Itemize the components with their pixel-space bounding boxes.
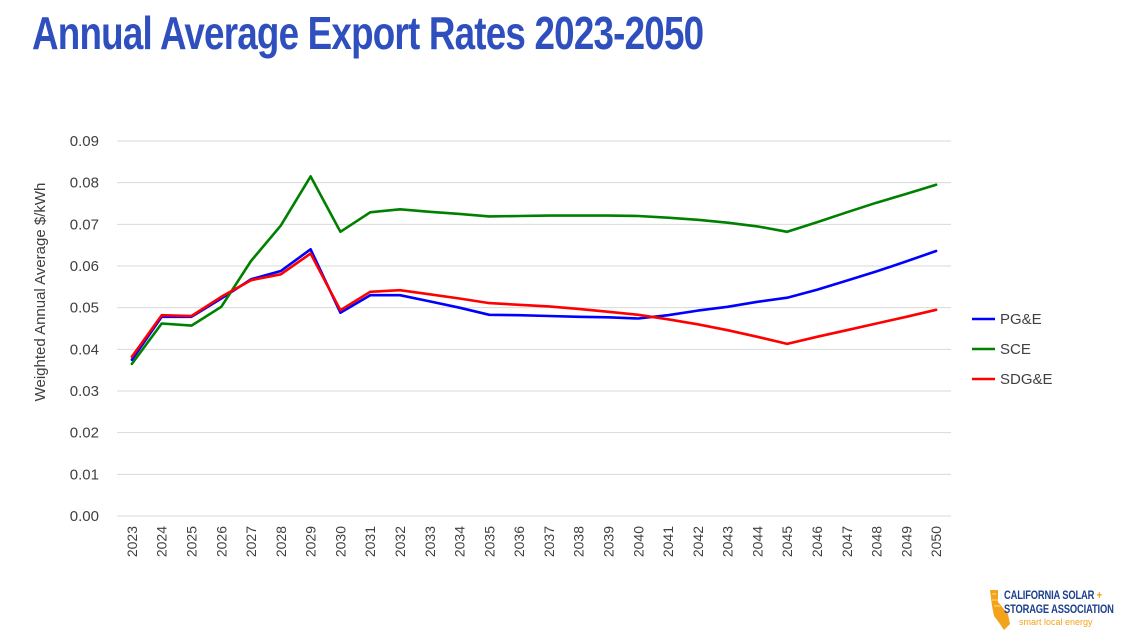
- x-tick-label: 2032: [392, 526, 408, 557]
- x-axis-tick-labels: 2023 2024 2025 2026 2027 2028 2029 2030 2031 2032…: [124, 526, 944, 557]
- y-tick-label: 0.02: [70, 425, 99, 442]
- y-tick-label: 0.06: [70, 258, 99, 275]
- logo-name-line2: STORAGE ASSOCIATION: [1004, 602, 1114, 616]
- california-sun-logo-icon: [990, 590, 1010, 630]
- csa-logo: CALIFORNIA SOLAR + STORAGE ASSOCIATION s…: [986, 586, 1122, 634]
- x-tick-label: 2039: [600, 526, 616, 557]
- y-tick-label: 0.01: [70, 466, 99, 483]
- logo-plus-mark: +: [1096, 588, 1102, 602]
- logo-name-line1: CALIFORNIA SOLAR: [1004, 588, 1095, 602]
- legend-label: SCE: [1000, 341, 1031, 358]
- x-tick-label: 2042: [690, 526, 706, 557]
- y-tick-label: 0.07: [70, 216, 99, 233]
- logo-tagline: smart local energy: [1019, 617, 1093, 627]
- x-tick-label: 2033: [422, 526, 438, 557]
- x-tick-label: 2031: [362, 526, 378, 557]
- y-axis-tick-labels: 0.00 0.01 0.02 0.03 0.04 0.05 0.06 0.07 0.08 0.09: [70, 133, 99, 525]
- x-tick-label: 2025: [183, 526, 199, 557]
- chart-gridlines: [117, 140, 951, 517]
- logo-text-line1: CALIFORNIA SOLAR +: [1004, 588, 1102, 602]
- x-tick-label: 2027: [243, 526, 259, 557]
- chart-series-lines: [130, 175, 938, 366]
- x-tick-label: 2038: [571, 526, 587, 557]
- x-tick-label: 2037: [541, 526, 557, 557]
- x-tick-label: 2050: [928, 526, 944, 557]
- x-tick-label: 2044: [749, 526, 765, 557]
- x-tick-label: 2041: [660, 526, 676, 557]
- series-line-pg-e: [130, 248, 938, 362]
- x-tick-label: 2043: [720, 526, 736, 557]
- y-axis-label: Weighted Annual Average $/kWh: [32, 183, 49, 402]
- y-tick-label: 0.03: [70, 383, 99, 400]
- x-tick-label: 2029: [303, 526, 319, 557]
- x-tick-label: 2045: [779, 526, 795, 557]
- y-tick-label: 0.04: [70, 341, 99, 358]
- x-tick-label: 2030: [332, 526, 348, 557]
- x-tick-label: 2048: [869, 526, 885, 557]
- y-tick-label: 0.00: [70, 508, 99, 525]
- series-line-sdg-e: [130, 252, 938, 359]
- series-line-sce: [130, 175, 938, 366]
- legend-label: SDG&E: [1000, 371, 1053, 388]
- x-tick-label: 2024: [154, 526, 170, 557]
- chart-legend: PG&E SCE SDG&E: [972, 311, 1053, 388]
- y-tick-label: 0.08: [70, 175, 99, 192]
- y-tick-label: 0.05: [70, 300, 99, 317]
- x-tick-label: 2036: [511, 526, 527, 557]
- legend-label: PG&E: [1000, 311, 1042, 328]
- x-tick-label: 2049: [898, 526, 914, 557]
- x-tick-label: 2046: [809, 526, 825, 557]
- x-tick-label: 2028: [273, 526, 289, 557]
- x-tick-label: 2034: [452, 526, 468, 557]
- x-tick-label: 2026: [213, 526, 229, 557]
- y-tick-label: 0.09: [70, 133, 99, 150]
- x-tick-label: 2040: [630, 526, 646, 557]
- x-tick-label: 2047: [839, 526, 855, 557]
- slide-title: Annual Average Export Rates 2023-2050: [32, 7, 704, 59]
- x-tick-label: 2035: [481, 526, 497, 557]
- x-tick-label: 2023: [124, 526, 140, 557]
